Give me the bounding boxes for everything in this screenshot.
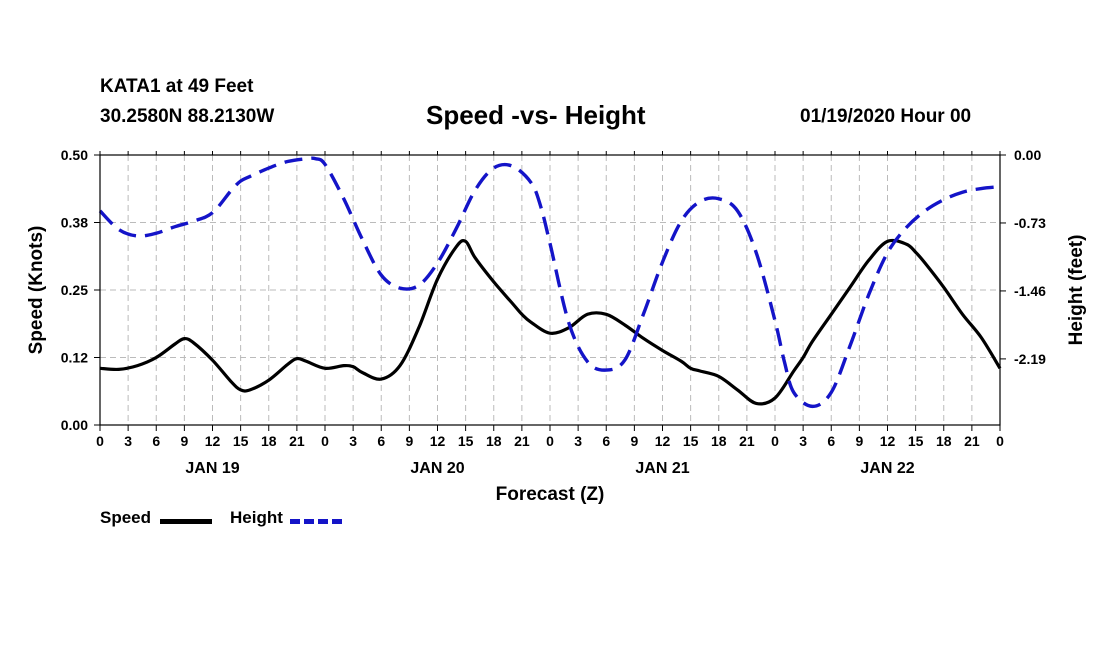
x-tick-label: 3: [574, 433, 582, 449]
station-name: KATA1 at 49 Feet: [100, 76, 254, 97]
y-left-tick-label: 0.12: [61, 350, 88, 366]
y-axis-right-label: Height (feet): [1066, 235, 1087, 346]
axis-layer: 0 3 6 9 12 15 18 21 0 3 6 9 12 15 18 21 0 3 6 9 12 15 18 21 0 3 6 9…: [61, 147, 1046, 477]
x-tick-label: 18: [711, 433, 727, 449]
x-tick-label: 9: [855, 433, 863, 449]
x-tick-label: 12: [655, 433, 671, 449]
y-axis-left-label: Speed (Knots): [26, 226, 47, 355]
x-tick-label: 9: [405, 433, 413, 449]
x-tick-label: 3: [124, 433, 132, 449]
x-tick-label: 15: [683, 433, 699, 449]
x-tick-label: 21: [289, 433, 305, 449]
x-tick-label: 0: [546, 433, 554, 449]
x-tick-label: 18: [261, 433, 277, 449]
x-tick-label: 3: [799, 433, 807, 449]
y-right-tick-label: -1.46: [1014, 283, 1046, 299]
x-tick-label: 6: [827, 433, 835, 449]
x-tick-label: 9: [630, 433, 638, 449]
y-left-tick-label: 0.50: [61, 147, 88, 163]
x-tick-label: 0: [996, 433, 1004, 449]
day-label: JAN 21: [635, 460, 689, 477]
x-tick-label: 18: [936, 433, 952, 449]
speed-series-line: [99, 238, 1002, 406]
x-tick-label: 3: [349, 433, 357, 449]
x-tick-label: 18: [486, 433, 502, 449]
x-tick-label: 15: [233, 433, 249, 449]
x-tick-label: 21: [514, 433, 530, 449]
x-tick-label: 0: [96, 433, 104, 449]
y-left-tick-label: 0.38: [61, 215, 88, 231]
height-series-line: [98, 156, 1001, 409]
station-coordinates: 30.2580N 88.2130W: [100, 106, 275, 127]
x-tick-label: 6: [152, 433, 160, 449]
y-right-tick-label: -0.73: [1014, 215, 1046, 231]
day-label: JAN 19: [185, 460, 239, 477]
x-tick-label: 0: [771, 433, 779, 449]
legend-height-label: Height: [230, 508, 283, 527]
x-tick-label: 21: [739, 433, 755, 449]
forecast-datetime: 01/19/2020 Hour 00: [800, 106, 972, 127]
x-tick-label: 21: [964, 433, 980, 449]
x-tick-label: 6: [602, 433, 610, 449]
x-tick-label: 12: [880, 433, 896, 449]
x-axis-label: Forecast (Z): [496, 484, 605, 505]
y-left-tick-label: 0.25: [61, 282, 88, 298]
day-label: JAN 22: [860, 460, 914, 477]
y-left-tick-label: 0.00: [61, 417, 88, 433]
series-layer: [98, 156, 1002, 409]
day-label: JAN 20: [410, 460, 464, 477]
x-tick-label: 6: [377, 433, 385, 449]
y-right-tick-label: -2.19: [1014, 351, 1046, 367]
legend-height-swatch: [290, 519, 342, 524]
x-tick-label: 12: [205, 433, 221, 449]
legend-speed-swatch: [160, 519, 212, 524]
x-tick-label: 9: [180, 433, 188, 449]
chart-title: Speed -vs- Height: [426, 100, 646, 130]
y-right-tick-label: 0.00: [1014, 147, 1041, 163]
x-tick-label: 15: [458, 433, 474, 449]
legend-speed-label: Speed: [100, 508, 152, 527]
x-tick-label: 15: [908, 433, 924, 449]
x-tick-label: 12: [430, 433, 446, 449]
x-tick-label: 0: [321, 433, 329, 449]
